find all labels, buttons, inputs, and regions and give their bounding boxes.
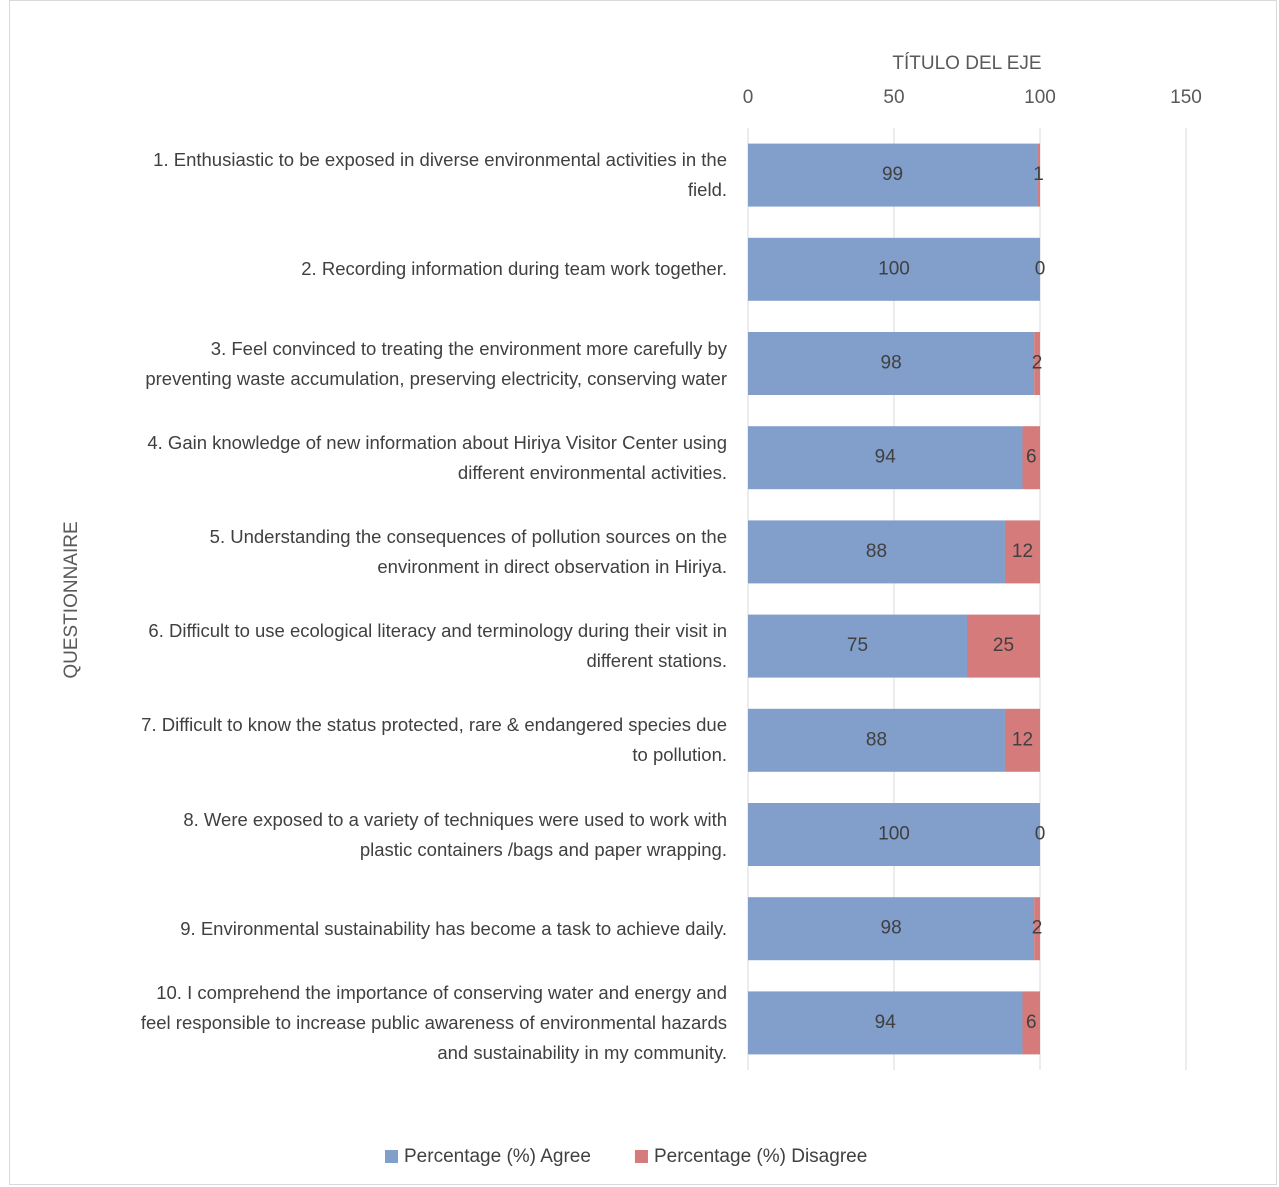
data-label: 94 <box>875 447 897 468</box>
bar <box>1034 332 1040 395</box>
bar <box>748 332 1035 395</box>
y-tick-label: 7. Difficult to know the status protecte… <box>141 714 727 766</box>
y-axis-title: QUESTIONNAIRE <box>61 521 82 678</box>
data-label: 2 <box>1032 918 1043 939</box>
chart-frame <box>9 0 1277 1185</box>
y-tick-label: 2. Recording information during team wor… <box>301 258 727 280</box>
data-label: 100 <box>878 824 910 845</box>
bar <box>1037 143 1040 207</box>
data-label: 75 <box>847 635 868 656</box>
bar <box>1004 520 1040 584</box>
data-label: 2 <box>1032 353 1043 374</box>
x-tick-label: 50 <box>883 87 904 108</box>
bar <box>1004 708 1040 772</box>
y-tick-label: 6. Difficult to use ecological literacy … <box>148 620 727 672</box>
x-tick-label: 150 <box>1170 87 1202 108</box>
bar <box>1022 426 1040 490</box>
legend-label: Percentage (%) Disagree <box>654 1146 867 1167</box>
data-label: 88 <box>866 729 887 750</box>
bar <box>748 803 1040 866</box>
bar <box>1022 991 1040 1055</box>
data-label: 99 <box>882 164 903 185</box>
y-tick-label: 4. Gain knowledge of new information abo… <box>147 431 727 483</box>
bar <box>748 520 1005 584</box>
data-label: 25 <box>993 635 1014 656</box>
data-label: 6 <box>1026 1012 1037 1033</box>
data-label: 0 <box>1035 824 1046 845</box>
bar <box>967 614 1040 678</box>
y-tick-label: 5. Understanding the consequences of pol… <box>209 525 727 577</box>
bar <box>748 897 1035 961</box>
x-axis-title: TÍTULO DEL EJE <box>892 53 1041 74</box>
bar <box>748 991 1023 1055</box>
data-label: 98 <box>881 918 902 939</box>
bar <box>748 614 967 678</box>
bar <box>748 143 1038 207</box>
legend-swatch <box>385 1150 398 1163</box>
bar <box>748 237 1040 301</box>
data-label: 0 <box>1035 258 1046 279</box>
bar <box>1034 897 1040 961</box>
data-label: 1 <box>1033 164 1044 185</box>
x-tick-label: 100 <box>1024 87 1056 108</box>
data-label: 100 <box>878 258 910 279</box>
data-label: 98 <box>881 353 902 374</box>
y-tick-label: 1. Enthusiastic to be exposed in diverse… <box>153 149 727 201</box>
legend-swatch <box>634 1150 648 1163</box>
bar <box>748 708 1005 772</box>
bar <box>748 426 1023 490</box>
data-label: 94 <box>875 1012 897 1033</box>
y-tick-label: 8. Were exposed to a variety of techniqu… <box>183 808 727 860</box>
legend-label: Percentage (%) Agree <box>404 1146 591 1167</box>
data-label: 12 <box>1012 541 1033 562</box>
data-label: 6 <box>1026 447 1037 468</box>
y-tick-label: 10. I comprehend the importance of conse… <box>140 981 727 1063</box>
y-tick-label: 3. Feel convinced to treating the enviro… <box>145 337 727 389</box>
data-label: 12 <box>1012 729 1033 750</box>
data-label: 88 <box>866 541 887 562</box>
x-tick-label: 0 <box>743 87 754 108</box>
y-tick-label: 9. Environmental sustainability has beco… <box>180 917 727 939</box>
